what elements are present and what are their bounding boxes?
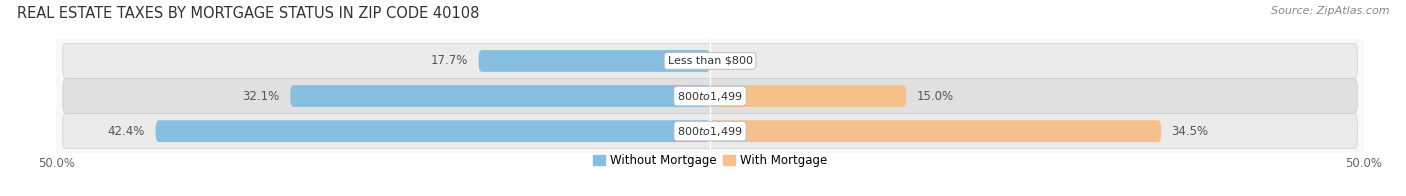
FancyBboxPatch shape xyxy=(63,114,1357,149)
FancyBboxPatch shape xyxy=(290,85,710,107)
Text: Source: ZipAtlas.com: Source: ZipAtlas.com xyxy=(1271,6,1389,16)
Text: 0.0%: 0.0% xyxy=(720,54,751,67)
Text: 32.1%: 32.1% xyxy=(243,90,280,103)
Text: $800 to $1,499: $800 to $1,499 xyxy=(678,125,742,138)
FancyBboxPatch shape xyxy=(63,78,1357,114)
Text: Less than $800: Less than $800 xyxy=(668,56,752,66)
FancyBboxPatch shape xyxy=(710,85,905,107)
Legend: Without Mortgage, With Mortgage: Without Mortgage, With Mortgage xyxy=(588,150,832,172)
Text: 17.7%: 17.7% xyxy=(430,54,468,67)
FancyBboxPatch shape xyxy=(63,43,1357,78)
FancyBboxPatch shape xyxy=(156,120,710,142)
Text: $800 to $1,499: $800 to $1,499 xyxy=(678,90,742,103)
FancyBboxPatch shape xyxy=(478,50,710,72)
Text: REAL ESTATE TAXES BY MORTGAGE STATUS IN ZIP CODE 40108: REAL ESTATE TAXES BY MORTGAGE STATUS IN … xyxy=(17,6,479,21)
Text: 34.5%: 34.5% xyxy=(1171,125,1209,138)
Text: 15.0%: 15.0% xyxy=(917,90,953,103)
FancyBboxPatch shape xyxy=(710,120,1161,142)
Text: 42.4%: 42.4% xyxy=(108,125,145,138)
